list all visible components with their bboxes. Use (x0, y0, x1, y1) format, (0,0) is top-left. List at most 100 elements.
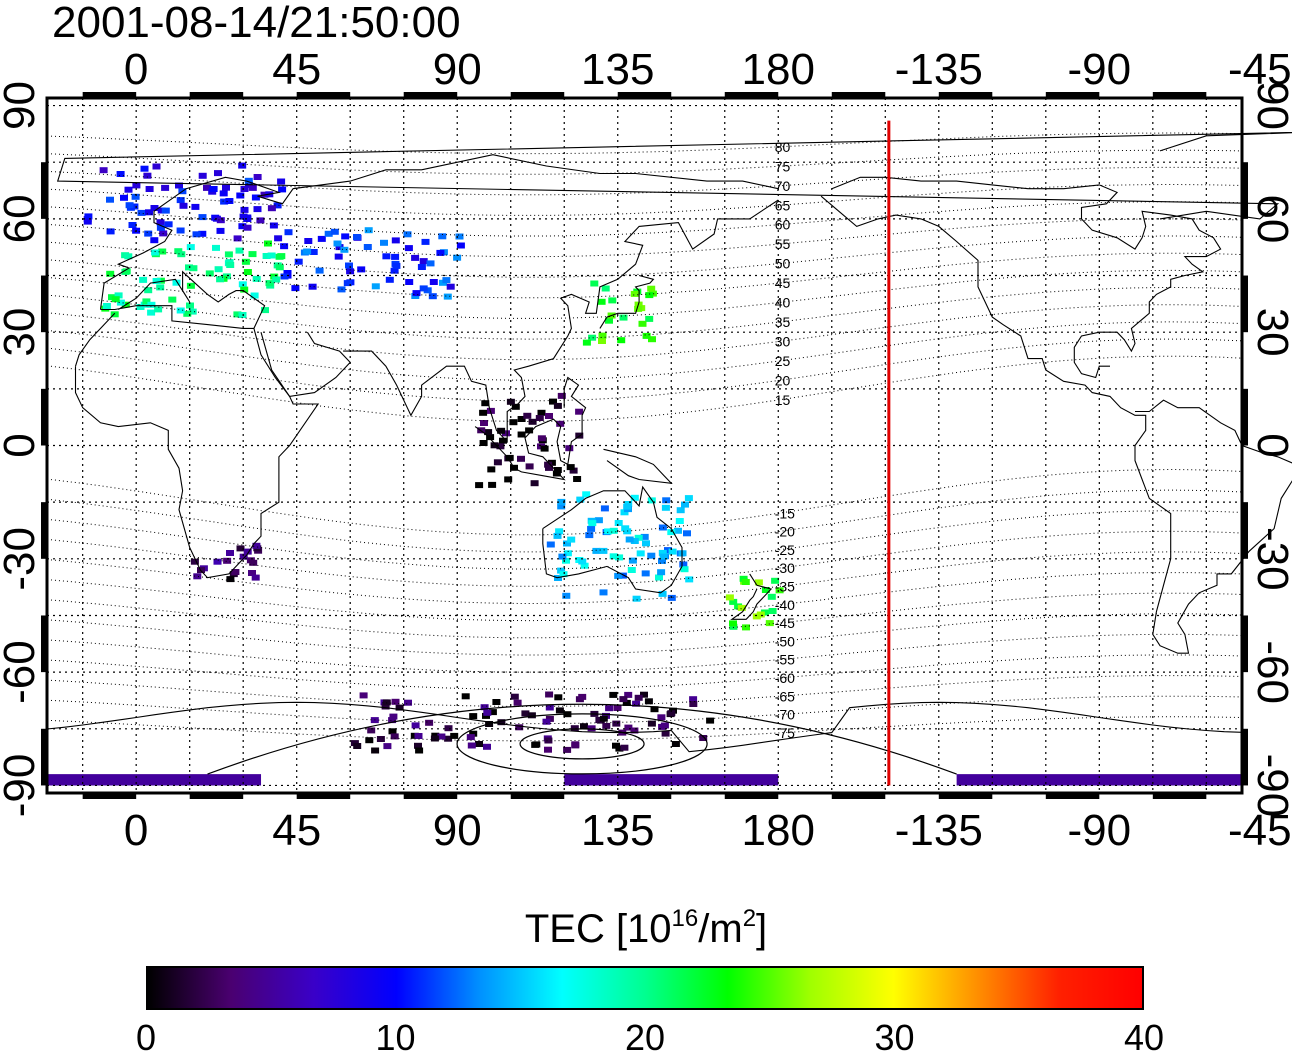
tec-cell (675, 518, 684, 524)
tec-cell (274, 235, 283, 242)
tec-cell (265, 280, 274, 287)
magnetic-contours (46, 132, 1243, 775)
tec-cell (582, 339, 591, 346)
tec-cell (241, 258, 250, 265)
tec-cell (632, 595, 641, 602)
tec-cell (251, 194, 260, 201)
tec-cell (161, 184, 170, 191)
tec-cell (537, 409, 546, 416)
tec-cell (599, 589, 608, 596)
tec-cell (106, 270, 115, 277)
frame-band (1152, 92, 1207, 97)
tec-cell (486, 434, 495, 441)
tec-cell (622, 699, 631, 706)
tec-cell (563, 550, 572, 557)
tec-cell (395, 704, 404, 711)
tec-cell (405, 279, 414, 285)
tec-cell (152, 278, 161, 284)
coastline (74, 328, 320, 579)
tec-cell (661, 504, 670, 511)
tec-cell (605, 317, 613, 324)
frame-band (938, 794, 993, 799)
tec-cell (642, 540, 650, 547)
polar-band-segment (956, 774, 1242, 786)
lon-tick-label: -135 (895, 806, 983, 855)
tec-cell (102, 303, 111, 309)
contour-label: 65 (775, 197, 791, 213)
tec-cell (219, 190, 228, 197)
tec-cell (587, 725, 596, 732)
tec-cell (389, 713, 398, 720)
tec-cell (765, 620, 774, 627)
tec-cell (739, 575, 748, 582)
contour-label: -30 (775, 560, 795, 576)
contour-label: -65 (775, 688, 795, 704)
tec-cell (419, 258, 428, 265)
tec-cell (658, 557, 666, 564)
tec-cell (594, 517, 603, 524)
tec-cell (205, 270, 214, 277)
tec-cell (630, 494, 639, 501)
tec-cell (280, 273, 289, 280)
contour-label: -50 (775, 633, 795, 649)
tec-cell (644, 698, 653, 705)
tec-cell (446, 283, 455, 290)
tec-cell (425, 719, 434, 726)
frame-band (938, 92, 993, 97)
tec-cell (684, 495, 693, 502)
tec-cell (267, 205, 276, 212)
tec-cell (294, 258, 303, 265)
tec-cell (157, 207, 166, 214)
tec-cell (679, 561, 688, 568)
tec-cell (363, 244, 372, 250)
coastline (99, 154, 779, 310)
frame-band (724, 92, 779, 97)
tec-cell (186, 302, 194, 309)
tec-cell (252, 275, 261, 282)
tec-cell (224, 251, 233, 258)
tec-cell (595, 717, 604, 723)
tec-cell (110, 311, 119, 318)
coastline (599, 274, 655, 329)
contour-label: 35 (775, 314, 791, 330)
tec-cell (767, 593, 776, 600)
tec-cell (150, 205, 159, 211)
tec-cell (614, 520, 623, 526)
tec-cell (578, 693, 587, 700)
frame-band (41, 728, 46, 786)
frame-band (1152, 794, 1207, 799)
tec-cell (544, 746, 552, 753)
tec-cell (145, 209, 153, 216)
tec-cell (426, 260, 435, 267)
tec-cells (725, 575, 784, 631)
lon-tick-label: 45 (272, 45, 321, 94)
tec-cell (662, 497, 671, 504)
tec-cell (106, 196, 114, 203)
lat-tick-label: 60 (1248, 194, 1292, 243)
colorbar-tick-label: 20 (624, 1017, 666, 1058)
lat-tick-label: 90 (0, 81, 44, 130)
tec-cell (510, 693, 519, 700)
tec-cell (525, 427, 534, 434)
frame-band (510, 794, 565, 799)
tec-cell (479, 409, 488, 416)
tec-cell (630, 290, 639, 297)
tec-cell (642, 332, 651, 339)
tec-cell (555, 707, 564, 714)
coastline (820, 195, 1292, 654)
tec-cell (630, 538, 639, 544)
tec-cell (226, 550, 234, 556)
tec-cell (590, 280, 599, 287)
contour-label: 30 (775, 334, 791, 350)
frame-band (1243, 388, 1248, 446)
tec-cell (240, 186, 249, 192)
lon-tick-label: 90 (433, 806, 482, 855)
lat-tick-label: 30 (1248, 308, 1292, 357)
frame-band (617, 92, 672, 97)
tec-cell (250, 292, 259, 299)
tec-cell (775, 587, 784, 594)
tec-cell (124, 253, 133, 260)
tec-cell (411, 722, 420, 729)
tec-cell (671, 741, 680, 747)
tec-cell (125, 202, 134, 209)
